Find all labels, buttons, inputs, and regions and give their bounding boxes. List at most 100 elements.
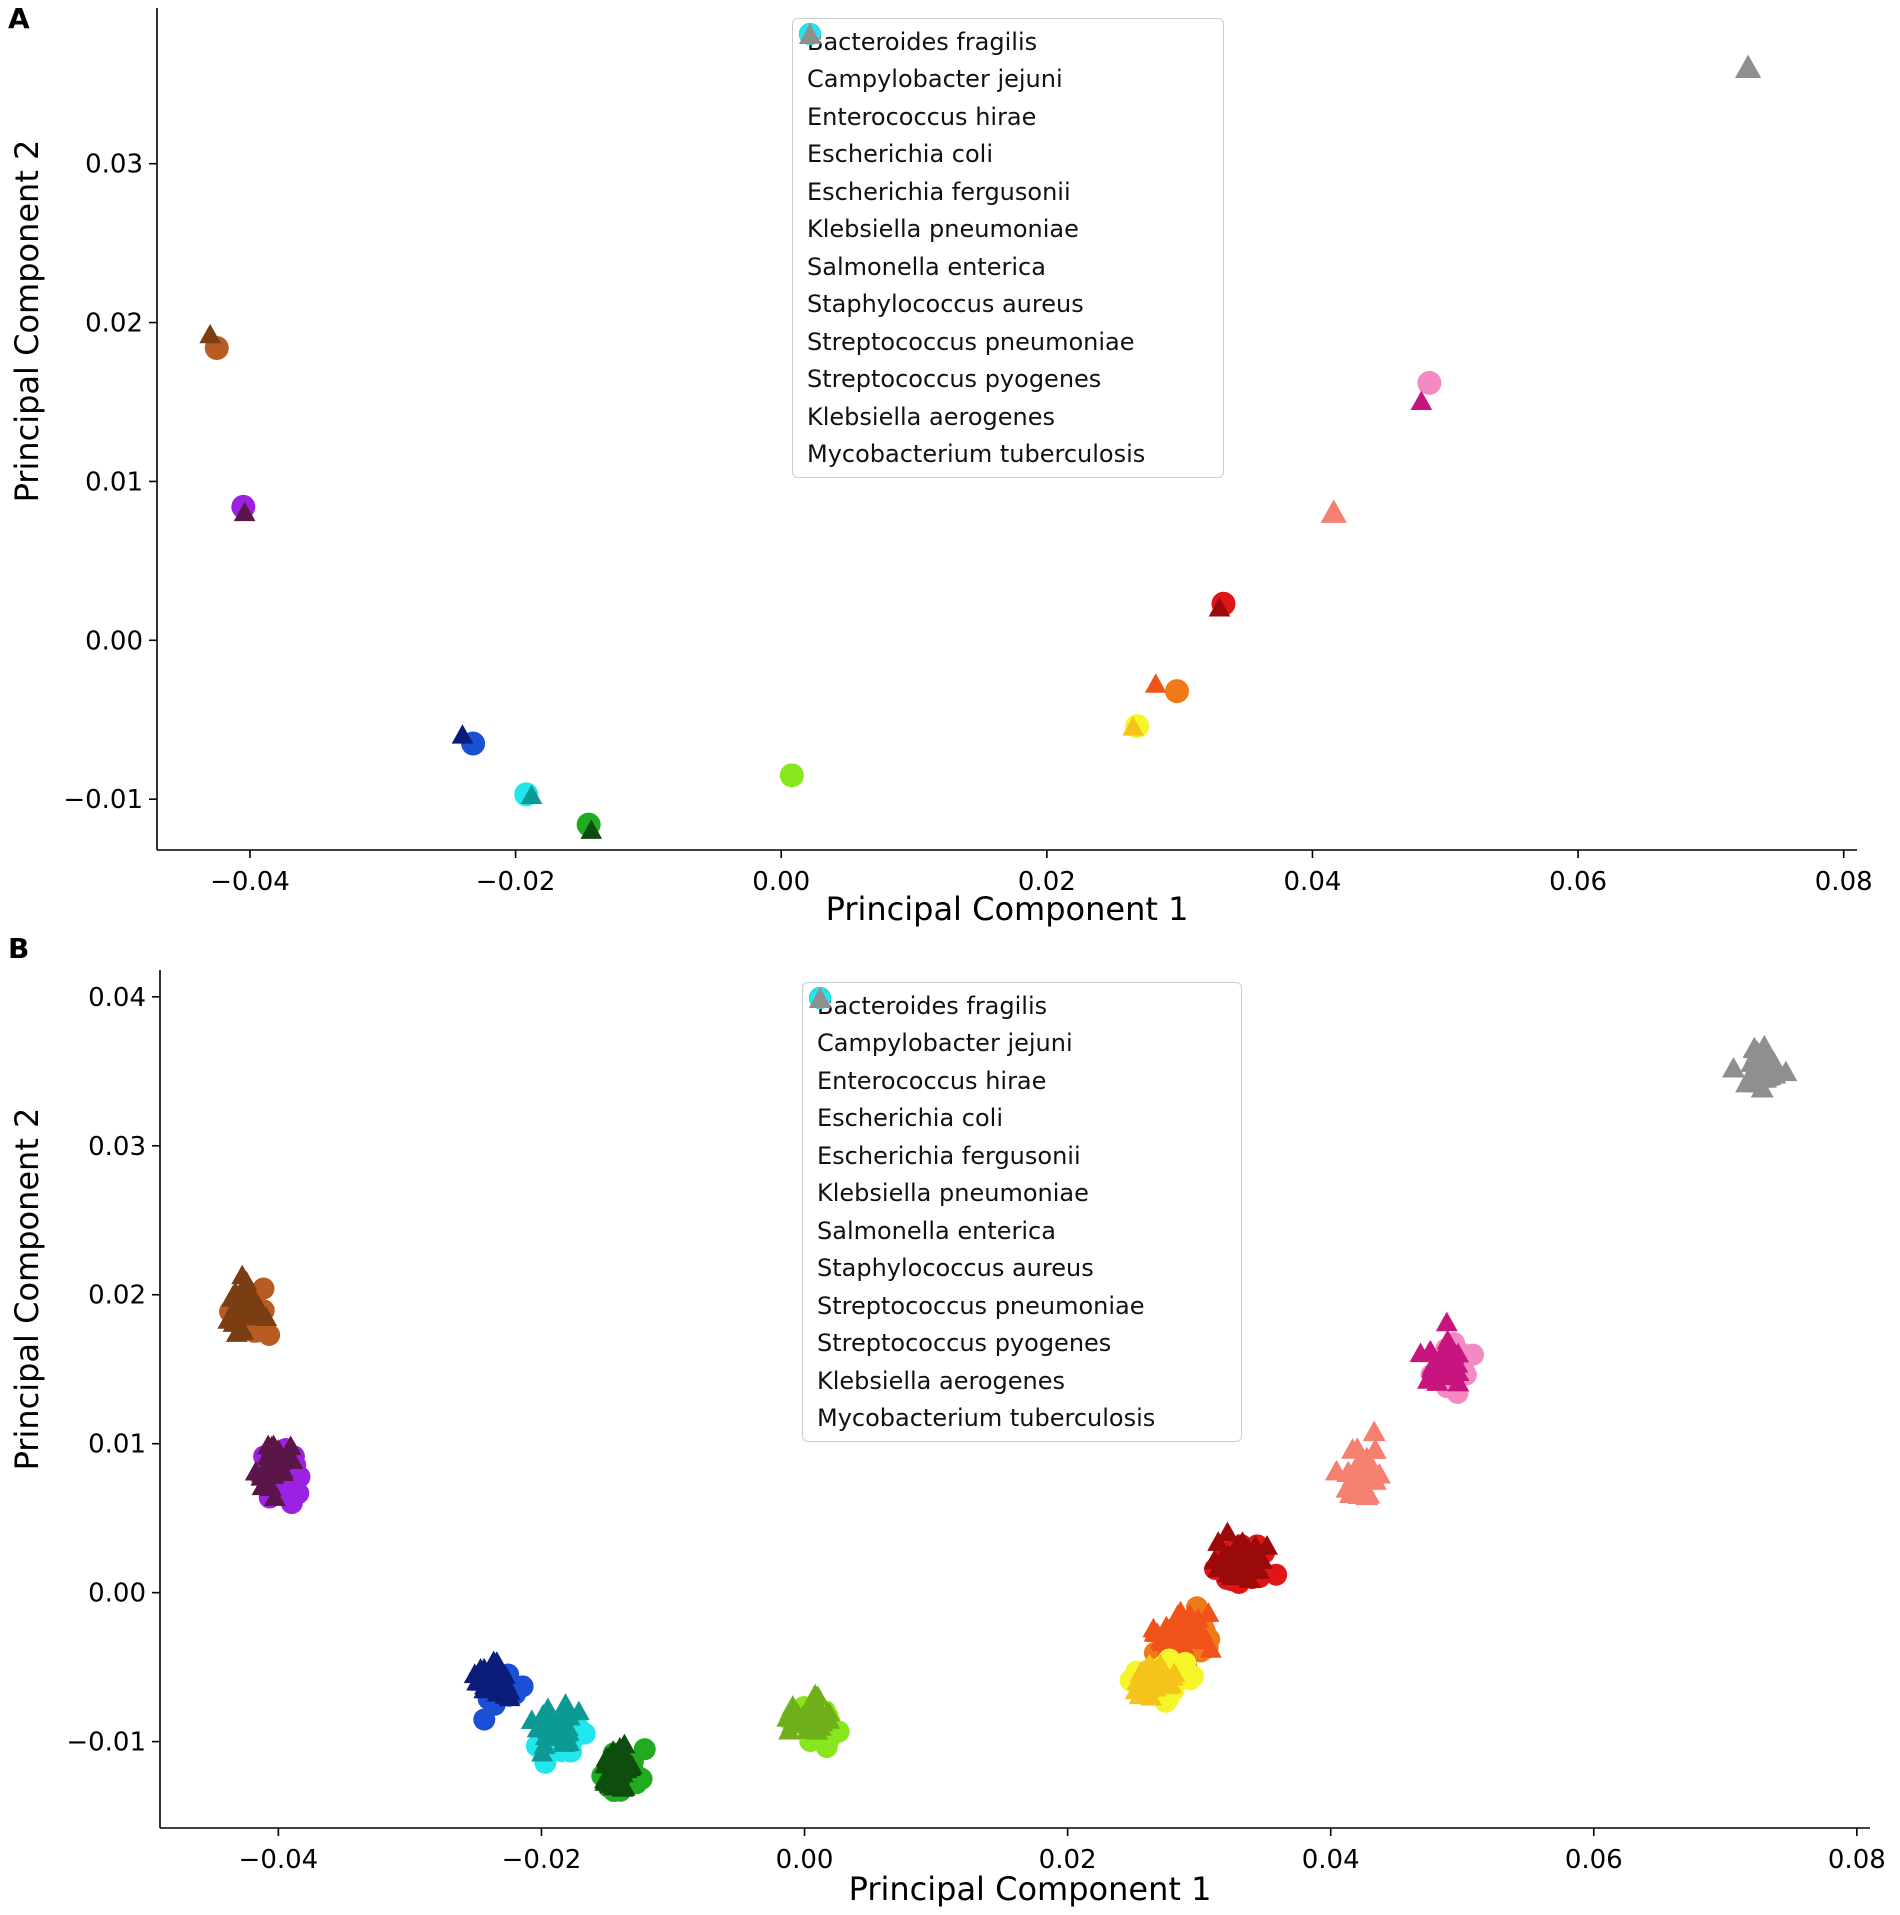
point-campylobacter-jejuni <box>226 1295 249 1316</box>
point-klebsiella-pneumoniae <box>1410 390 1433 410</box>
point-klebsiella-aerogenes <box>1320 499 1347 523</box>
x-tick-label: 0.00 <box>776 1845 834 1875</box>
legend-entry: Mycobacterium tuberculosis <box>809 987 1231 1438</box>
point-escherichia-coli <box>1142 1617 1165 1638</box>
y-tick-label: 0.03 <box>85 150 143 180</box>
legend-label: Mycobacterium tuberculosis <box>807 440 1146 469</box>
x-axis-label: Principal Component 1 <box>825 890 1189 928</box>
point-streptococcus-pyogenes <box>538 1726 561 1746</box>
legend-label: Klebsiella pneumoniae <box>817 1179 1089 1208</box>
point-escherichia-coli <box>1195 1629 1218 1650</box>
point-staphylococcus-aureus <box>257 1434 280 1455</box>
point-klebsiella-aerogenes <box>1346 1460 1370 1481</box>
legend-label: Streptococcus pneumoniae <box>817 1291 1145 1320</box>
point-salmonella-enterica <box>1208 597 1231 617</box>
legend: Bacteroides fragilis Campylobacter jejuni… <box>792 18 1224 478</box>
x-tick-label: 0.04 <box>1284 867 1342 897</box>
point-klebsiella-aerogenes <box>1363 1438 1387 1459</box>
point-staphylococcus-aureus <box>244 1460 267 1481</box>
scatter-plot-a: −0.04 −0.02 0.00 0.02 0.04 0.06 0.08 −0.01 0.00 0… <box>63 8 1873 897</box>
legend-entry: Mycobacterium tuberculosis <box>799 23 1213 474</box>
point-streptococcus-pneumoniae <box>611 1777 634 1797</box>
point-staphylococcus-aureus <box>280 1492 303 1515</box>
legend-label: Salmonella enterica <box>817 1216 1056 1245</box>
point-streptococcus-pyogenes <box>535 1713 558 1733</box>
legend-label: Klebsiella pneumoniae <box>807 215 1079 244</box>
y-axis-label: Principal Component 2 <box>8 139 46 503</box>
point-campylobacter-jejuni <box>255 1306 278 1326</box>
legend-entry: Campylobacter jejuni <box>799 23 1213 99</box>
legend-entry: Staphylococcus aureus <box>799 23 1213 324</box>
point-staphylococcus-aureus <box>251 1475 274 1496</box>
point-klebsiella-pneumoniae <box>1447 1371 1470 1392</box>
panel-b: B −0.04 −0.02 0.00 0.02 0.04 0.06 0.08 −0.01 0.0… <box>0 930 1900 1915</box>
point-salmonella-enterica <box>1265 1563 1288 1586</box>
x-tick-label: 0.02 <box>1018 867 1076 897</box>
point-streptococcus-pneumoniae <box>633 1738 656 1761</box>
point-enterococcus-hirae <box>498 1680 521 1700</box>
x-tick-label: 0.00 <box>752 867 810 897</box>
legend-entry: Campylobacter jejuni <box>809 987 1231 1063</box>
point-streptococcus-pneumoniae <box>580 819 603 839</box>
x-tick-label: 0.08 <box>1828 1845 1886 1875</box>
point-klebsiella-pneumoniae <box>1421 1354 1444 1375</box>
y-tick-label: −0.01 <box>66 1728 146 1758</box>
point-escherichia-coli <box>1158 1618 1181 1639</box>
legend-entry: Klebsiella aerogenes <box>809 987 1231 1400</box>
point-streptococcus-pyogenes <box>520 784 543 804</box>
legend-entry: Streptococcus pneumoniae <box>809 987 1231 1325</box>
legend-entry: Klebsiella pneumoniae <box>809 987 1231 1213</box>
point-escherichia-coli <box>1169 1632 1192 1652</box>
point-streptococcus-pneumoniae <box>602 1754 625 1775</box>
point-enterococcus-hirae <box>451 724 474 744</box>
legend-label: Streptococcus pyogenes <box>817 1329 1112 1358</box>
legend-entry: Streptococcus pyogenes <box>799 23 1213 399</box>
x-axis-label: Principal Component 1 <box>848 1870 1212 1908</box>
point-escherichia-coli <box>1165 679 1189 704</box>
point-streptococcus-pyogenes <box>554 1693 577 1713</box>
point-klebsiella-pneumoniae <box>1436 1333 1459 1354</box>
point-bacteroides-fragilis <box>781 1695 804 1715</box>
point-streptococcus-pneumoniae <box>611 1762 634 1783</box>
point-klebsiella-aerogenes <box>1345 1437 1369 1458</box>
x-tick-label: −0.04 <box>210 867 290 897</box>
legend-label: Staphylococcus aureus <box>817 1254 1094 1283</box>
legend-entry: Escherichia coli <box>809 987 1231 1138</box>
point-mycobacterium-tuberculosis <box>1761 1053 1785 1074</box>
legend-label: Escherichia fergusonii <box>817 1141 1081 1170</box>
legend-entry: Klebsiella aerogenes <box>799 23 1213 436</box>
point-klebsiella-aerogenes <box>1341 1471 1365 1492</box>
panel-a: A −0.04 −0.02 0.00 0.02 0.04 0.06 0.08 −0.01 0.0… <box>0 0 1900 930</box>
y-tick-label: 0.04 <box>88 983 146 1013</box>
scatter-plot-b: −0.04 −0.02 0.00 0.02 0.04 0.06 0.08 −0.01 0.00 0… <box>66 970 1886 1875</box>
x-tick-label: 0.02 <box>1039 1845 1097 1875</box>
point-klebsiella-pneumoniae <box>1419 1340 1442 1360</box>
point-bacteroides-fragilis <box>818 1701 840 1722</box>
point-streptococcus-pyogenes <box>531 1741 554 1762</box>
point-escherichia-coli <box>1197 1602 1220 1622</box>
y-tick-label: 0.02 <box>85 309 143 339</box>
point-staphylococcus-aureus <box>233 501 256 522</box>
point-escherichia-coli <box>1178 1603 1201 1624</box>
point-bacteroides-fragilis <box>780 1713 803 1734</box>
legend-label: Escherichia coli <box>807 140 993 169</box>
y-tick-label: −0.01 <box>63 785 143 815</box>
legend-marker-mycobacterium-tuberculosis <box>799 23 821 44</box>
legend-entry: Salmonella enterica <box>809 987 1231 1250</box>
point-campylobacter-jejuni <box>199 323 221 344</box>
data-points <box>199 54 1762 839</box>
x-tick-label: −0.02 <box>476 867 556 897</box>
point-campylobacter-jejuni <box>232 1320 255 1340</box>
point-klebsiella-aerogenes <box>1347 1483 1371 1504</box>
legend-entry: Bacteroides fragilis <box>809 987 1231 1025</box>
point-bacteroides-fragilis <box>779 763 804 788</box>
point-staphylococcus-aureus <box>263 1486 286 1506</box>
legend-entry: Streptococcus pneumoniae <box>799 23 1213 361</box>
legend-label: Campylobacter jejuni <box>807 65 1063 94</box>
point-campylobacter-jejuni <box>231 1264 254 1285</box>
legend-entry: Klebsiella pneumoniae <box>799 23 1213 249</box>
x-tick-label: −0.04 <box>239 1845 319 1875</box>
point-salmonella-enterica <box>1211 1547 1234 1568</box>
point-mycobacterium-tuberculosis <box>1735 1071 1759 1093</box>
y-tick-label: 0.00 <box>85 626 143 656</box>
